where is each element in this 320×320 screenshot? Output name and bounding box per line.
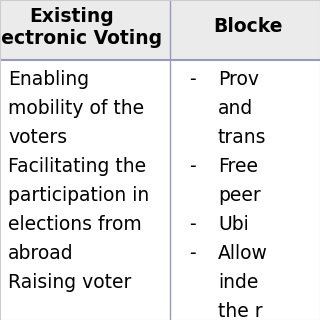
Bar <box>0 0 320 60</box>
Text: peer: peer <box>218 186 261 205</box>
Text: Free: Free <box>218 157 258 176</box>
Text: mobility of the: mobility of the <box>8 99 144 118</box>
Text: Allow: Allow <box>218 244 268 263</box>
Text: -: - <box>189 215 195 234</box>
Text: -: - <box>189 244 195 263</box>
Text: abroad: abroad <box>8 244 74 263</box>
Text: Raising voter: Raising voter <box>8 273 132 292</box>
Text: and: and <box>218 99 253 118</box>
Bar <box>0 60 320 320</box>
Text: inde: inde <box>218 273 258 292</box>
Text: Blocke: Blocke <box>213 18 283 36</box>
Text: Existing
Electronic Voting: Existing Electronic Voting <box>0 6 162 47</box>
Text: Facilitating the: Facilitating the <box>8 157 146 176</box>
Text: trans: trans <box>218 128 267 147</box>
Text: voters: voters <box>8 128 67 147</box>
Text: participation in: participation in <box>8 186 149 205</box>
Text: elections from: elections from <box>8 215 142 234</box>
Text: -: - <box>189 157 195 176</box>
Text: the r: the r <box>218 302 263 320</box>
Text: Prov: Prov <box>218 70 259 89</box>
Text: Enabling: Enabling <box>8 70 89 89</box>
Text: Ubi: Ubi <box>218 215 249 234</box>
Text: -: - <box>189 70 195 89</box>
